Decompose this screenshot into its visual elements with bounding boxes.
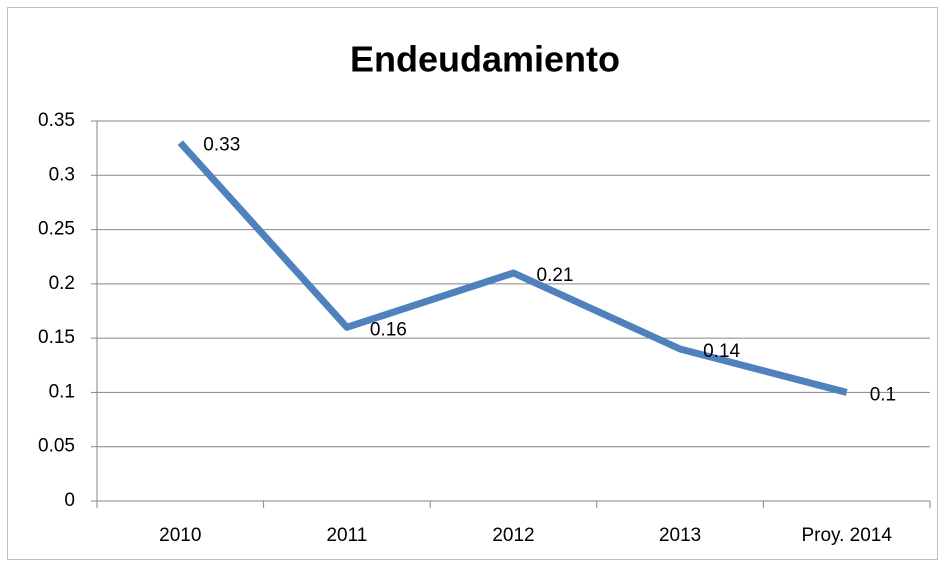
x-tick-label: 2011 <box>326 525 367 546</box>
data-line <box>177 140 848 396</box>
data-label: 0.21 <box>537 265 574 286</box>
y-tick-label: 0.3 <box>49 164 75 185</box>
y-tick-label: 0.05 <box>38 436 75 457</box>
y-tick-label: 0.1 <box>49 381 75 402</box>
data-label: 0.1 <box>870 384 896 405</box>
y-tick-label: 0.35 <box>38 110 75 131</box>
data-label: 0.14 <box>703 341 740 362</box>
chart-title: Endeudamiento <box>350 39 620 80</box>
x-tick-label: 2013 <box>659 525 701 546</box>
x-tick-label: 2010 <box>159 525 201 546</box>
y-tick-label: 0 <box>64 490 75 511</box>
y-tick-label: 0.25 <box>38 219 75 240</box>
data-label: 0.33 <box>203 135 240 156</box>
data-label: 0.16 <box>370 319 407 340</box>
x-tick-label: Proy. 2014 <box>801 525 892 546</box>
y-tick-label: 0.15 <box>38 327 75 348</box>
y-tick-label: 0.2 <box>49 273 75 294</box>
x-tick-label: 2012 <box>492 525 534 546</box>
